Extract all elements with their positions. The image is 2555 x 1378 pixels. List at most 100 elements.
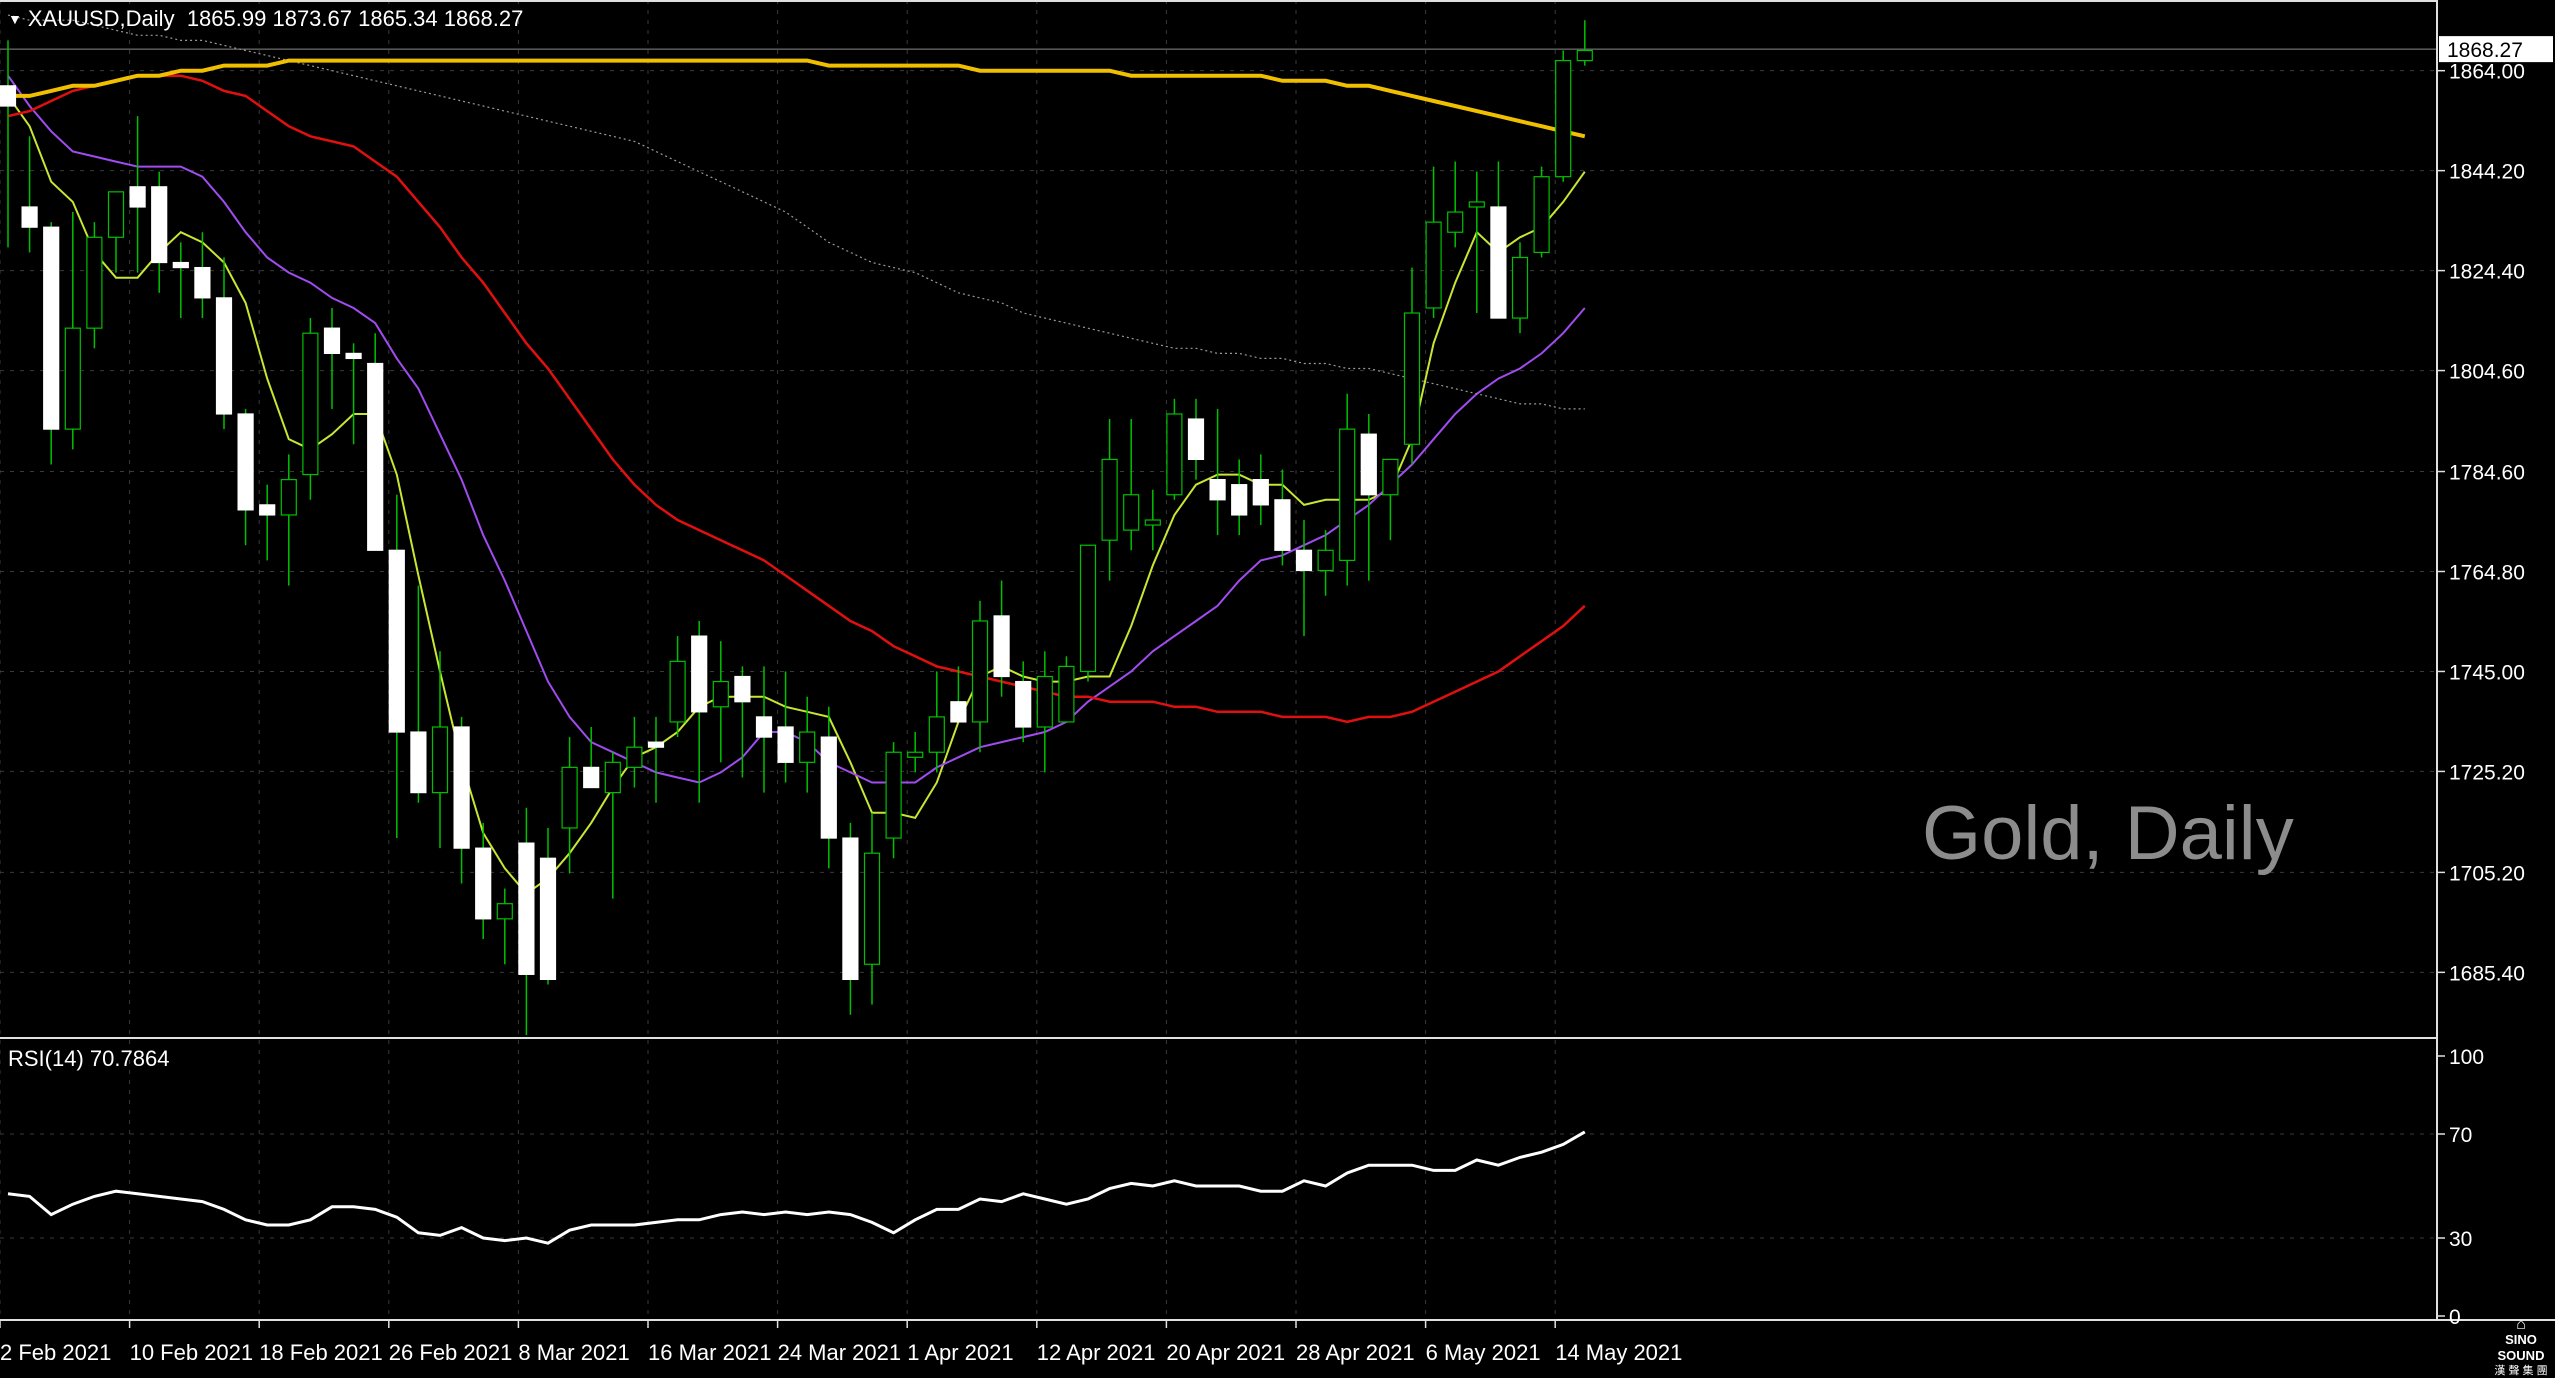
candle xyxy=(1209,408,1226,536)
candle xyxy=(1015,661,1032,743)
candle xyxy=(1252,454,1269,526)
candle-body-bear xyxy=(1187,418,1205,461)
price-tick-label: 1745.00 xyxy=(2449,661,2525,684)
series-line-ma_100 xyxy=(7,14,1585,410)
candle-body-bear xyxy=(1360,433,1377,496)
candle xyxy=(799,696,816,793)
price-tick-label: 1824.40 xyxy=(2449,261,2525,284)
candle xyxy=(907,732,924,773)
moving-averages xyxy=(7,14,1586,895)
rsi-label: RSI(14) 70.7864 xyxy=(8,1046,169,1072)
candle-body-bear xyxy=(323,327,341,354)
candle-body-bear xyxy=(820,736,837,839)
candle xyxy=(237,408,254,546)
candle-body-bear xyxy=(237,413,254,511)
series-line-ma_fast xyxy=(7,95,1586,895)
candle xyxy=(755,666,773,793)
series-line-ma_50 xyxy=(7,74,1586,724)
candle xyxy=(323,307,341,409)
candle-body-bear xyxy=(194,266,211,299)
candle xyxy=(194,232,211,319)
candle-body-bear xyxy=(21,206,38,228)
candle xyxy=(410,585,427,803)
time-tick-label: 12 Apr 2021 xyxy=(1037,1340,1156,1365)
rsi-line xyxy=(7,1130,1586,1245)
candle xyxy=(1533,166,1550,258)
candle-body-bear xyxy=(647,741,665,748)
candle xyxy=(1403,267,1421,465)
candle-body-bull xyxy=(1101,458,1118,541)
candle xyxy=(820,706,837,869)
dropdown-triangle-icon[interactable]: ▼ xyxy=(8,11,22,27)
candle-body-bear xyxy=(950,701,967,723)
candle-body-bear xyxy=(453,726,470,849)
candle-body-bear xyxy=(842,837,859,981)
candle-body-bull xyxy=(302,332,319,476)
candle-body-bull xyxy=(1382,458,1399,496)
candle xyxy=(669,636,686,738)
candle xyxy=(1295,520,1313,637)
candle xyxy=(1468,171,1485,314)
candle xyxy=(539,827,557,985)
price-tick-label: 1804.60 xyxy=(2449,361,2525,384)
rsi-tick-label: 100 xyxy=(2449,1046,2484,1069)
candle xyxy=(1231,459,1248,536)
time-tick-label: 24 Mar 2021 xyxy=(778,1340,902,1365)
candle xyxy=(1339,393,1356,586)
open-value: 1865.99 xyxy=(186,6,267,31)
time-tick-label: 14 May 2021 xyxy=(1555,1340,1682,1365)
logo-icon: ⌂ xyxy=(2516,1316,2526,1333)
candle-body-bull xyxy=(1403,312,1421,445)
candle-body-bull xyxy=(604,761,621,794)
candle xyxy=(626,716,643,788)
candle xyxy=(151,171,168,293)
candle xyxy=(1058,656,1075,723)
rsi-axis: 100 70 30 0 xyxy=(2437,1046,2484,1329)
candle xyxy=(21,136,38,253)
candle-body-bull xyxy=(885,751,902,839)
candle-body-bear xyxy=(1274,499,1291,551)
candle xyxy=(712,641,729,763)
candle-body-bull xyxy=(799,731,816,763)
candle-body-bull xyxy=(1576,49,1593,62)
candle xyxy=(1360,413,1377,581)
timeframe-label: Daily xyxy=(125,6,175,31)
candle-body-bear xyxy=(0,85,17,107)
time-tick-label: 10 Feb 2021 xyxy=(130,1340,254,1365)
candle xyxy=(496,888,513,965)
candle-body-bear xyxy=(367,362,384,551)
candle-body-bear xyxy=(777,726,794,763)
candle-body-bull xyxy=(928,716,945,753)
candle-body-bear xyxy=(43,226,60,430)
chart-header: ▼ XAUUSD,Daily 1865.99 1873.67 1865.34 18… xyxy=(8,6,524,31)
rsi-name: RSI(14) xyxy=(8,1046,84,1071)
time-tick-label: 6 May 2021 xyxy=(1426,1340,1541,1365)
chart-grid xyxy=(0,0,2437,1320)
candle xyxy=(1144,489,1161,551)
candle-body-bull xyxy=(1425,221,1442,309)
candle xyxy=(1447,161,1464,248)
candlesticks xyxy=(0,20,1593,1035)
candle xyxy=(1123,419,1140,551)
candle xyxy=(43,222,60,465)
candle-body-bear xyxy=(755,716,773,738)
time-tick-label: 20 Apr 2021 xyxy=(1166,1340,1285,1365)
candle-body-bear xyxy=(259,504,276,516)
candle-body-bull xyxy=(971,620,989,723)
candle xyxy=(388,494,405,839)
rsi-panel xyxy=(7,1130,1586,1245)
candle-body-bear xyxy=(475,847,492,920)
price-axis: 1864.00 1844.20 1824.40 1804.60 1784.60 1764.… xyxy=(2437,36,2553,985)
candle-body-bull xyxy=(431,726,449,794)
candle-body-bull xyxy=(64,327,81,430)
candle-body-bull xyxy=(1468,201,1485,208)
candle xyxy=(0,40,17,248)
brand-name: SINO SOUND xyxy=(2497,1332,2545,1363)
current-price-label: 1868.27 xyxy=(2447,39,2523,62)
candle-body-bear xyxy=(1231,484,1248,516)
time-tick-label: 16 Mar 2021 xyxy=(648,1340,772,1365)
candle xyxy=(647,716,665,803)
candle-body-bear xyxy=(583,766,600,789)
rsi-tick-label: 30 xyxy=(2449,1228,2472,1251)
